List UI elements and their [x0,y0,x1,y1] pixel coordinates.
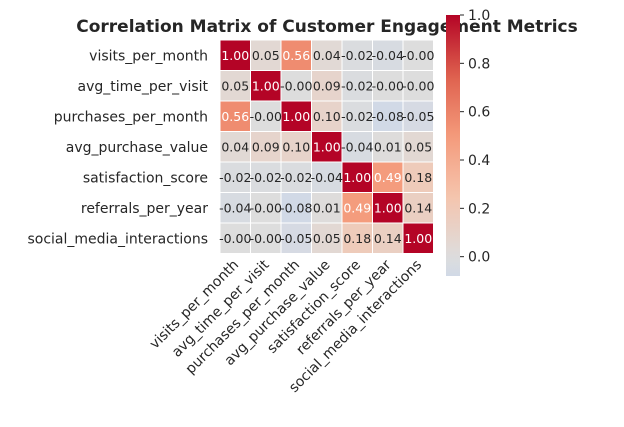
colorbar-tick-label: 1.0 [468,8,490,24]
heatmap-cell [372,131,404,163]
heatmap-cell [372,222,404,254]
heatmap-cell-label: -0.00 [219,231,251,246]
heatmap-cell [219,70,251,102]
heatmap-cell-label: -0.05 [402,109,434,124]
heatmap-cell [219,39,251,71]
heatmap-cell-label: -0.04 [311,170,343,185]
heatmap-cell [341,100,373,132]
heatmap-cell [280,161,312,193]
heatmap-cell-label: 0.09 [313,78,341,93]
heatmap-cell [219,192,251,224]
row-tick-label: social_media_interactions [27,231,208,247]
heatmap-cell [402,222,434,254]
heatmap-cell [341,222,373,254]
row-tick-labels: visits_per_month avg_time_per_visitpurcha… [27,48,208,247]
heatmap-cell-label: -0.02 [341,109,373,124]
heatmap-cell-label: -0.04 [341,139,373,154]
heatmap-cell-label: 0.56 [282,48,310,63]
heatmap-cell-label: 0.18 [404,170,432,185]
heatmap-cell [372,39,404,71]
row-tick-label: avg_time_per_visit [78,79,209,95]
row-tick-label: referrals_per_year [81,201,208,217]
heatmap-cell-label: -0.02 [219,170,251,185]
heatmap-cell-label: 0.05 [404,139,432,154]
heatmap-cell-label: -0.08 [372,109,404,124]
heatmap-cell-label: -0.02 [280,170,312,185]
heatmap-cell-label: 1.00 [343,170,371,185]
row-tick-label: satisfaction_score [83,170,208,186]
colorbar-tick-label: 0.6 [468,105,490,121]
heatmap-cell-label: 0.01 [313,200,341,215]
row-tick-label: purchases_per_month [54,109,208,125]
heatmap-cell-label: -0.00 [250,231,282,246]
heatmap-cell [250,131,282,163]
heatmap-cell [250,192,282,224]
row-tick-label: visits_per_month [89,48,208,64]
heatmap-cell [250,100,282,132]
heatmap-cell [280,100,312,132]
colorbar-tick-label: 0.2 [468,201,490,217]
heatmap-cell-label: 0.04 [221,139,249,154]
column-tick-labels: visits_per_monthavg_time_per_visitpurcha… [147,257,425,396]
heatmap-cell-label: -0.00 [372,78,404,93]
heatmap-cell [219,131,251,163]
heatmap-cell-label: 0.10 [282,139,310,154]
heatmap-annotations: 1.00 0.05 0.56 0.04 -0.02-0.04-0.000.05 1.00-… [219,48,434,246]
heatmap-cell-label: 0.18 [343,231,371,246]
heatmap-cell-label: 0.05 [221,78,249,93]
colorbar-tick-label: 0.8 [468,56,490,72]
heatmap-cell-label: 0.56 [221,109,249,124]
heatmap-cell-label: -0.00 [250,109,282,124]
heatmap-cell-label: -0.02 [341,48,373,63]
heatmap-cell-label: 0.14 [404,200,432,215]
heatmap-cell-label: 0.49 [374,170,402,185]
heatmap-cell-label: 0.14 [374,231,402,246]
heatmap-cells [219,39,434,254]
heatmap-cell [250,39,282,71]
heatmap-cell-label: -0.02 [250,170,282,185]
heatmap-cell-label: 1.00 [313,139,341,154]
heatmap-cell-label: -0.04 [372,48,404,63]
chart-title: Correlation Matrix of Customer Engagemen… [76,17,577,37]
heatmap-cell [280,70,312,102]
heatmap-cell-label: 1.00 [252,78,280,93]
row-tick-label: avg_purchase_value [66,140,208,156]
heatmap-cell-label: 0.05 [313,231,341,246]
heatmap-cell [280,222,312,254]
heatmap-cell [311,222,343,254]
heatmap-cell-label: -0.04 [219,200,251,215]
heatmap-cell [341,70,373,102]
heatmap-cell [219,161,251,193]
heatmap-cell [372,100,404,132]
heatmap-cell-label: 1.00 [374,200,402,215]
heatmap-cell-label: -0.02 [341,78,373,93]
heatmap-cell [402,70,434,102]
heatmap-cell-label: -0.00 [250,200,282,215]
colorbar [446,15,460,276]
heatmap-cell [402,192,434,224]
heatmap-cell-label: 0.05 [252,48,280,63]
colorbar-tick-label: 0.4 [468,153,490,169]
colorbar-ticks: 0.0 0.2 0.4 0.6 0.8 1.0 [460,8,490,266]
heatmap-cell-label: -0.05 [280,231,312,246]
heatmap-cell-label: -0.08 [280,200,312,215]
colorbar-tick-label: 0.0 [468,250,490,266]
heatmap-cell-label: 0.10 [313,109,341,124]
heatmap-cell-label: 0.01 [374,139,402,154]
heatmap-cell-label: 0.49 [343,200,371,215]
heatmap-cell-label: -0.00 [402,78,434,93]
heatmap-cell [402,100,434,132]
heatmap-cell-label: 1.00 [221,48,249,63]
heatmap-cell-label: -0.00 [402,48,434,63]
heatmap-cell-label: 0.04 [313,48,341,63]
heatmap-cell-label: 1.00 [282,109,310,124]
heatmap-cell-label: 0.09 [252,139,280,154]
heatmap-cell-label: 1.00 [404,231,432,246]
heatmap-cell-label: -0.00 [280,78,312,93]
